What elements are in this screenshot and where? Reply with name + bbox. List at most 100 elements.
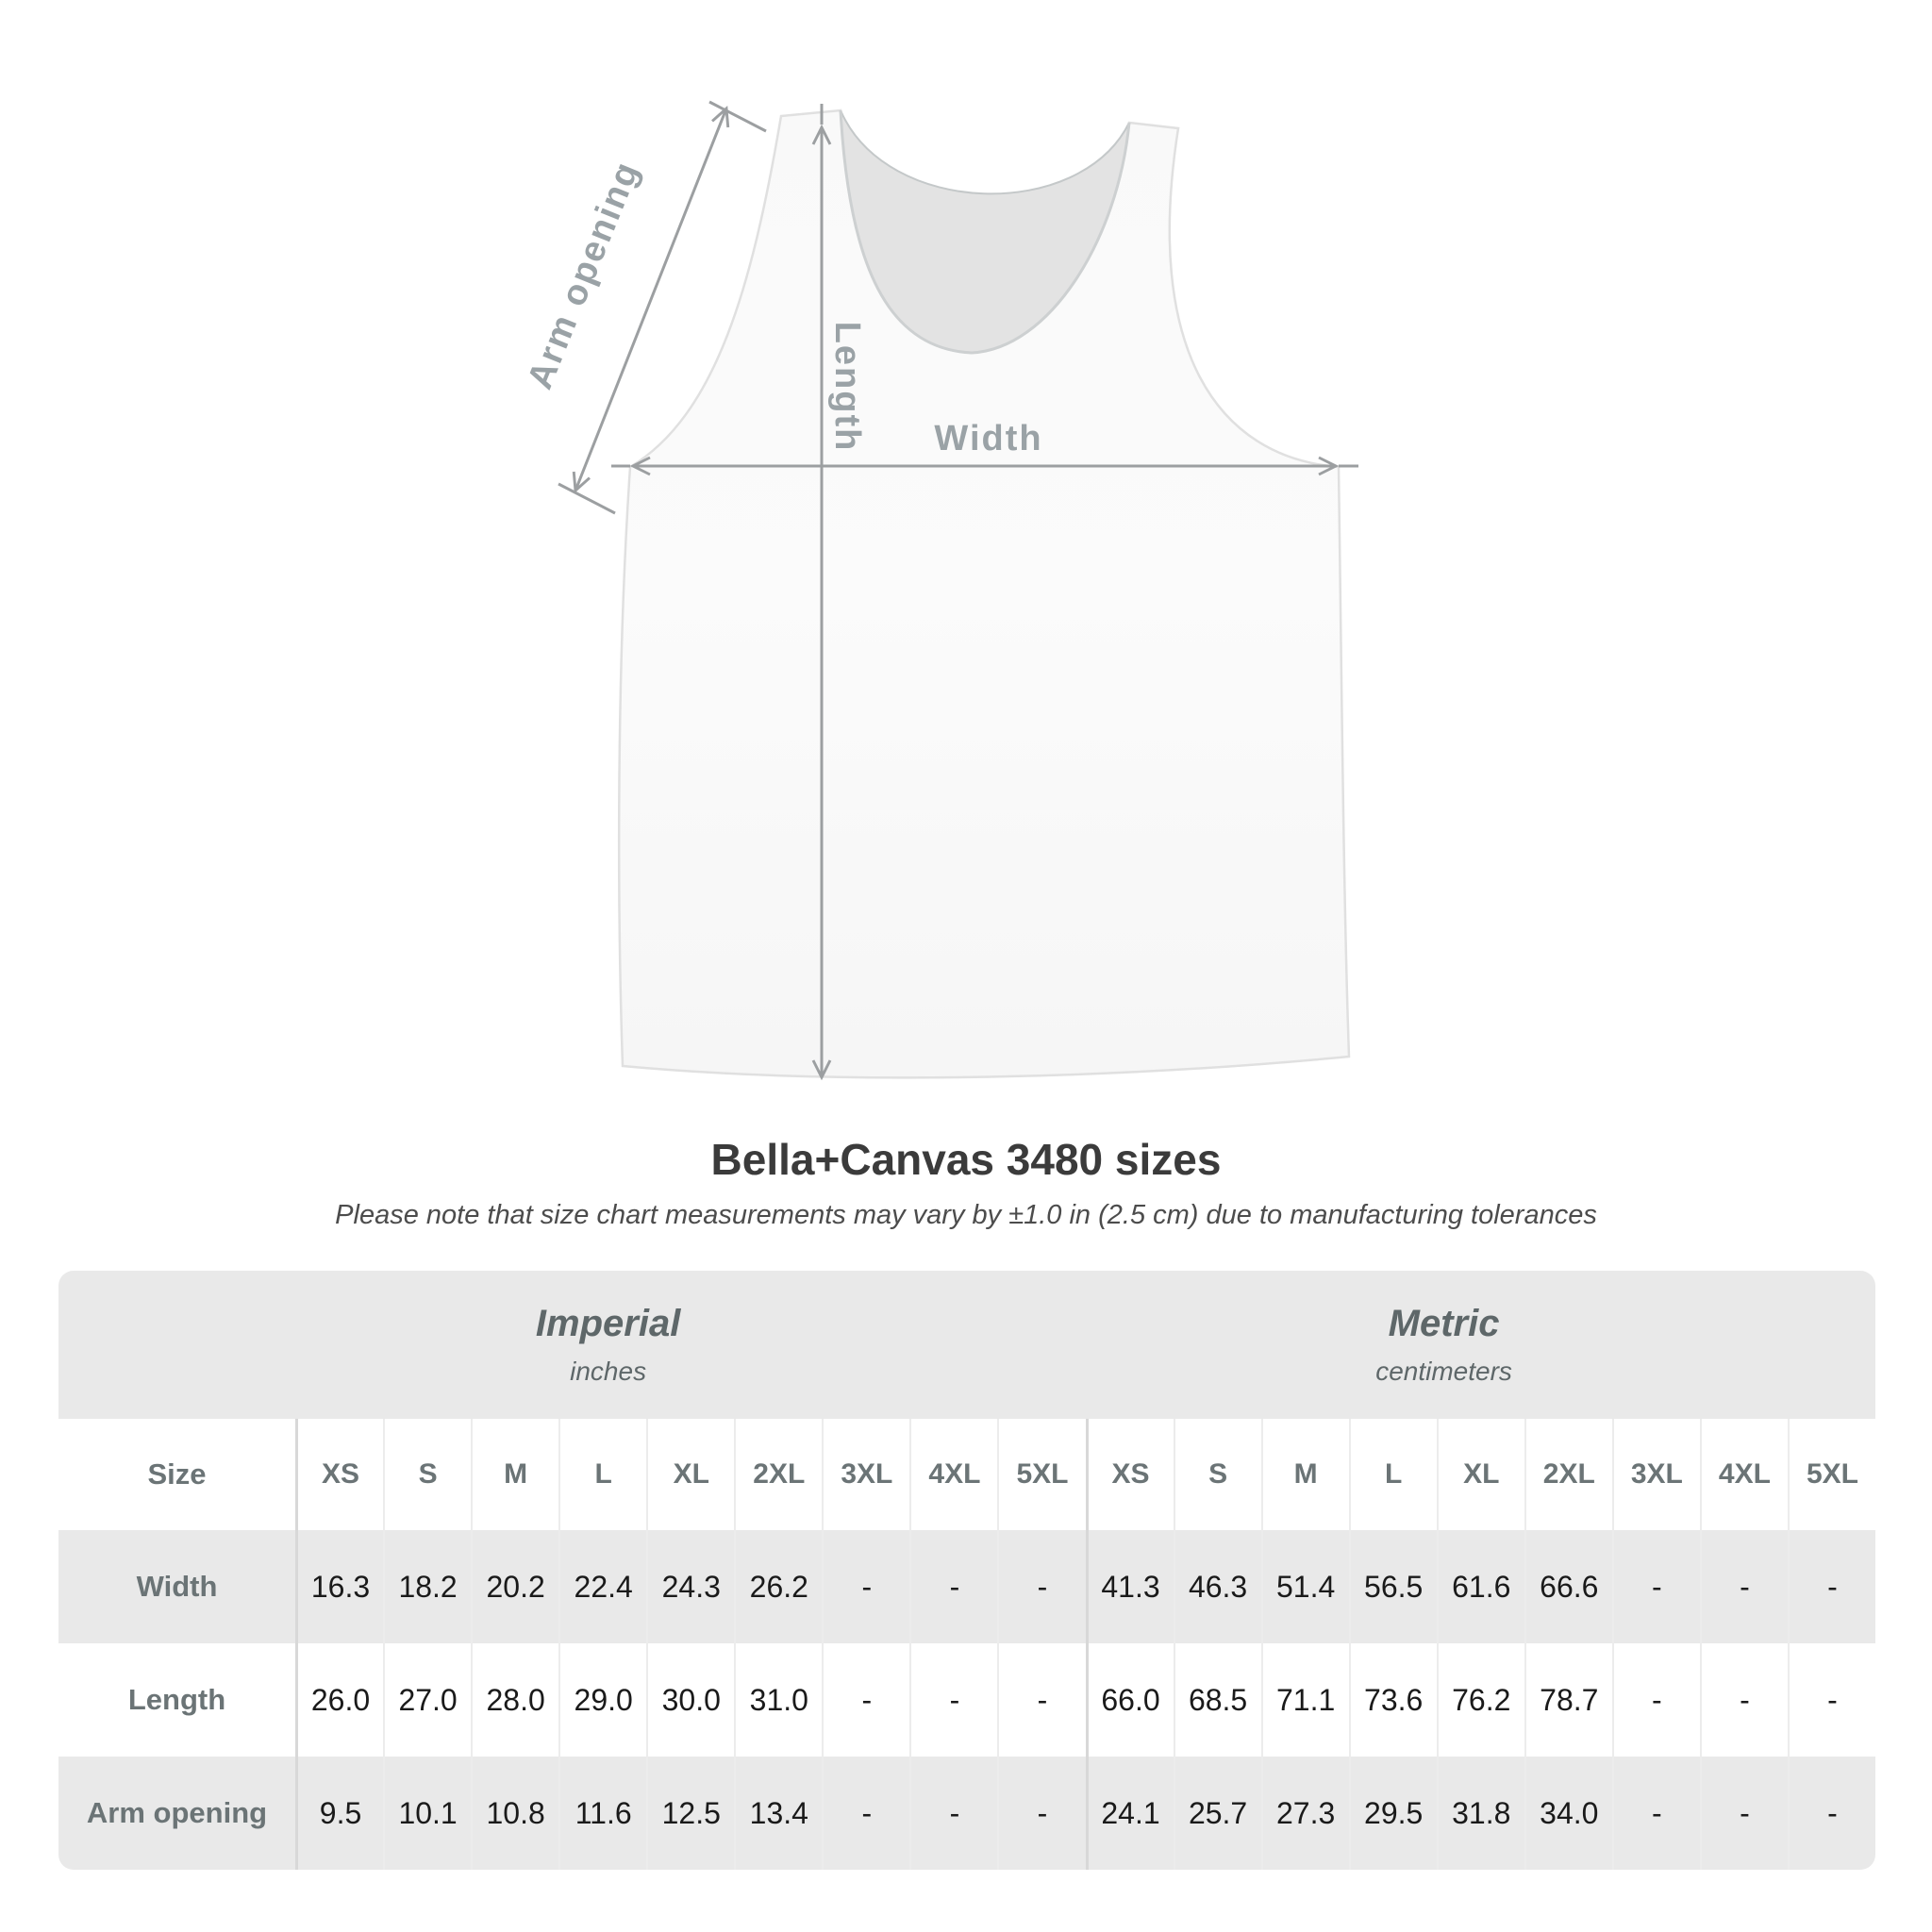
value-cell: 51.4	[1260, 1530, 1349, 1643]
size-header-cell: M	[1260, 1419, 1349, 1530]
imperial-group-header: Imperial inches	[58, 1271, 1158, 1419]
value-cell: 16.3	[295, 1530, 383, 1643]
value-cell: 29.0	[558, 1643, 646, 1757]
value-cell: 10.1	[383, 1757, 471, 1870]
size-header-cell: XS	[295, 1419, 383, 1530]
value-cell: 29.5	[1348, 1757, 1437, 1870]
value-cell: -	[1787, 1757, 1875, 1870]
value-cell: 41.3	[1085, 1530, 1174, 1643]
value-cell: 31.0	[734, 1643, 822, 1757]
value-cell: 9.5	[295, 1757, 383, 1870]
size-header-cell: XL	[646, 1419, 734, 1530]
value-cell: 27.0	[383, 1643, 471, 1757]
size-header-cell: L	[558, 1419, 646, 1530]
length-label: Length	[827, 322, 867, 453]
measurement-row: Arm opening 9.5 10.1 10.8 11.6 12.5 13.4- - -24.…	[58, 1757, 1875, 1870]
size-header-cell: 2XL	[1524, 1419, 1612, 1530]
value-cell: 73.6	[1348, 1643, 1437, 1757]
size-header-cell: 3XL	[822, 1419, 909, 1530]
size-header-cell: 5XL	[1787, 1419, 1875, 1530]
value-cell: 78.7	[1524, 1643, 1612, 1757]
value-cell: -	[1787, 1530, 1875, 1643]
arm-opening-tick-bottom	[558, 482, 616, 515]
table-body: Width 16.3 18.2 20.2 22.4 24.3 26.2- - -41.3 46.3…	[58, 1530, 1875, 1870]
value-cell: 46.3	[1173, 1530, 1261, 1643]
value-cell: -	[1699, 1530, 1788, 1643]
page-title: Bella+Canvas 3480 sizes	[710, 1135, 1222, 1184]
value-cell: -	[1611, 1757, 1700, 1870]
value-cell: 71.1	[1260, 1643, 1349, 1757]
dimension-arrows	[558, 100, 1358, 1081]
size-header-cell: L	[1348, 1419, 1437, 1530]
value-cell: 26.2	[734, 1530, 822, 1643]
value-cell: -	[1611, 1530, 1700, 1643]
size-header-cell: 2XL	[734, 1419, 822, 1530]
value-cell: -	[822, 1643, 909, 1757]
size-column-header: Size	[147, 1457, 207, 1491]
size-header-cell: S	[383, 1419, 471, 1530]
value-cell: 11.6	[558, 1757, 646, 1870]
value-cell: -	[909, 1757, 997, 1870]
value-cell: 20.2	[471, 1530, 558, 1643]
size-chart-table: Imperial inches Metric centimeters Size …	[58, 1271, 1875, 1870]
value-cell: -	[997, 1530, 1085, 1643]
size-header-cell: M	[471, 1419, 558, 1530]
measurement-row-label: Arm opening	[86, 1796, 268, 1829]
width-label: Width	[934, 419, 1042, 458]
size-header-cell: XL	[1436, 1419, 1524, 1530]
value-cell: -	[822, 1530, 909, 1643]
value-cell: 22.4	[558, 1530, 646, 1643]
value-cell: 34.0	[1524, 1757, 1612, 1870]
size-header-cell: 5XL	[997, 1419, 1085, 1530]
value-cell: 25.7	[1173, 1757, 1261, 1870]
value-cell: -	[909, 1643, 997, 1757]
measurement-row-label: Length	[127, 1683, 226, 1716]
value-cell: 66.6	[1524, 1530, 1612, 1643]
value-cell: 10.8	[471, 1757, 558, 1870]
value-cell: 12.5	[646, 1757, 734, 1870]
arm-opening-arrow	[572, 105, 730, 494]
value-cell: -	[997, 1757, 1085, 1870]
value-cell: -	[822, 1757, 909, 1870]
value-cell: 30.0	[646, 1643, 734, 1757]
value-cell: -	[997, 1643, 1085, 1757]
value-cell: 56.5	[1348, 1530, 1437, 1643]
measurement-row: Length 26.0 27.0 28.0 29.0 30.0 31.0- - -66.0 68.…	[58, 1643, 1875, 1757]
size-header-row: Size XS S M L XL 2XL 3XL 4XL 5XL XS S M L XL 2XL 3XL 4XL…	[58, 1419, 1875, 1530]
value-cell: 66.0	[1085, 1643, 1174, 1757]
unit-group-header-row: Imperial inches Metric centimeters	[58, 1271, 1875, 1419]
size-header-cell: 3XL	[1611, 1419, 1700, 1530]
size-header-cell: 4XL	[1699, 1419, 1788, 1530]
metric-group-header: Metric centimeters	[1012, 1271, 1875, 1419]
arm-opening-tick-top	[708, 100, 767, 133]
size-header-cell: 4XL	[909, 1419, 997, 1530]
value-cell: -	[1699, 1643, 1788, 1757]
size-header-cell: XS	[1085, 1419, 1174, 1530]
value-cell: 27.3	[1260, 1757, 1349, 1870]
value-cell: 24.1	[1085, 1757, 1174, 1870]
value-cell: 18.2	[383, 1530, 471, 1643]
measurement-row-label: Width	[136, 1570, 218, 1603]
value-cell: 24.3	[646, 1530, 734, 1643]
value-cell: 61.6	[1436, 1530, 1524, 1643]
value-cell: 68.5	[1173, 1643, 1261, 1757]
value-cell: 28.0	[471, 1643, 558, 1757]
metric-units-label: centimeters	[1375, 1357, 1512, 1386]
value-cell: 76.2	[1436, 1643, 1524, 1757]
value-cell: -	[1699, 1757, 1788, 1870]
imperial-units-label: inches	[570, 1357, 647, 1386]
value-cell: 31.8	[1436, 1757, 1524, 1870]
size-header-cell: S	[1173, 1419, 1261, 1530]
value-cell: 13.4	[734, 1757, 822, 1870]
value-cell: -	[1611, 1643, 1700, 1757]
imperial-label: Imperial	[535, 1303, 681, 1344]
neckline-trim	[839, 109, 1131, 355]
metric-label: Metric	[1388, 1303, 1500, 1344]
tolerance-note: Please note that size chart measurements…	[335, 1200, 1597, 1230]
value-cell: -	[1787, 1643, 1875, 1757]
tank-top-diagram: Arm opening Length Width	[520, 100, 1358, 1081]
measurement-row: Width 16.3 18.2 20.2 22.4 24.3 26.2- - -41.3 46.3…	[58, 1530, 1875, 1643]
value-cell: 26.0	[295, 1643, 383, 1757]
value-cell: -	[909, 1530, 997, 1643]
